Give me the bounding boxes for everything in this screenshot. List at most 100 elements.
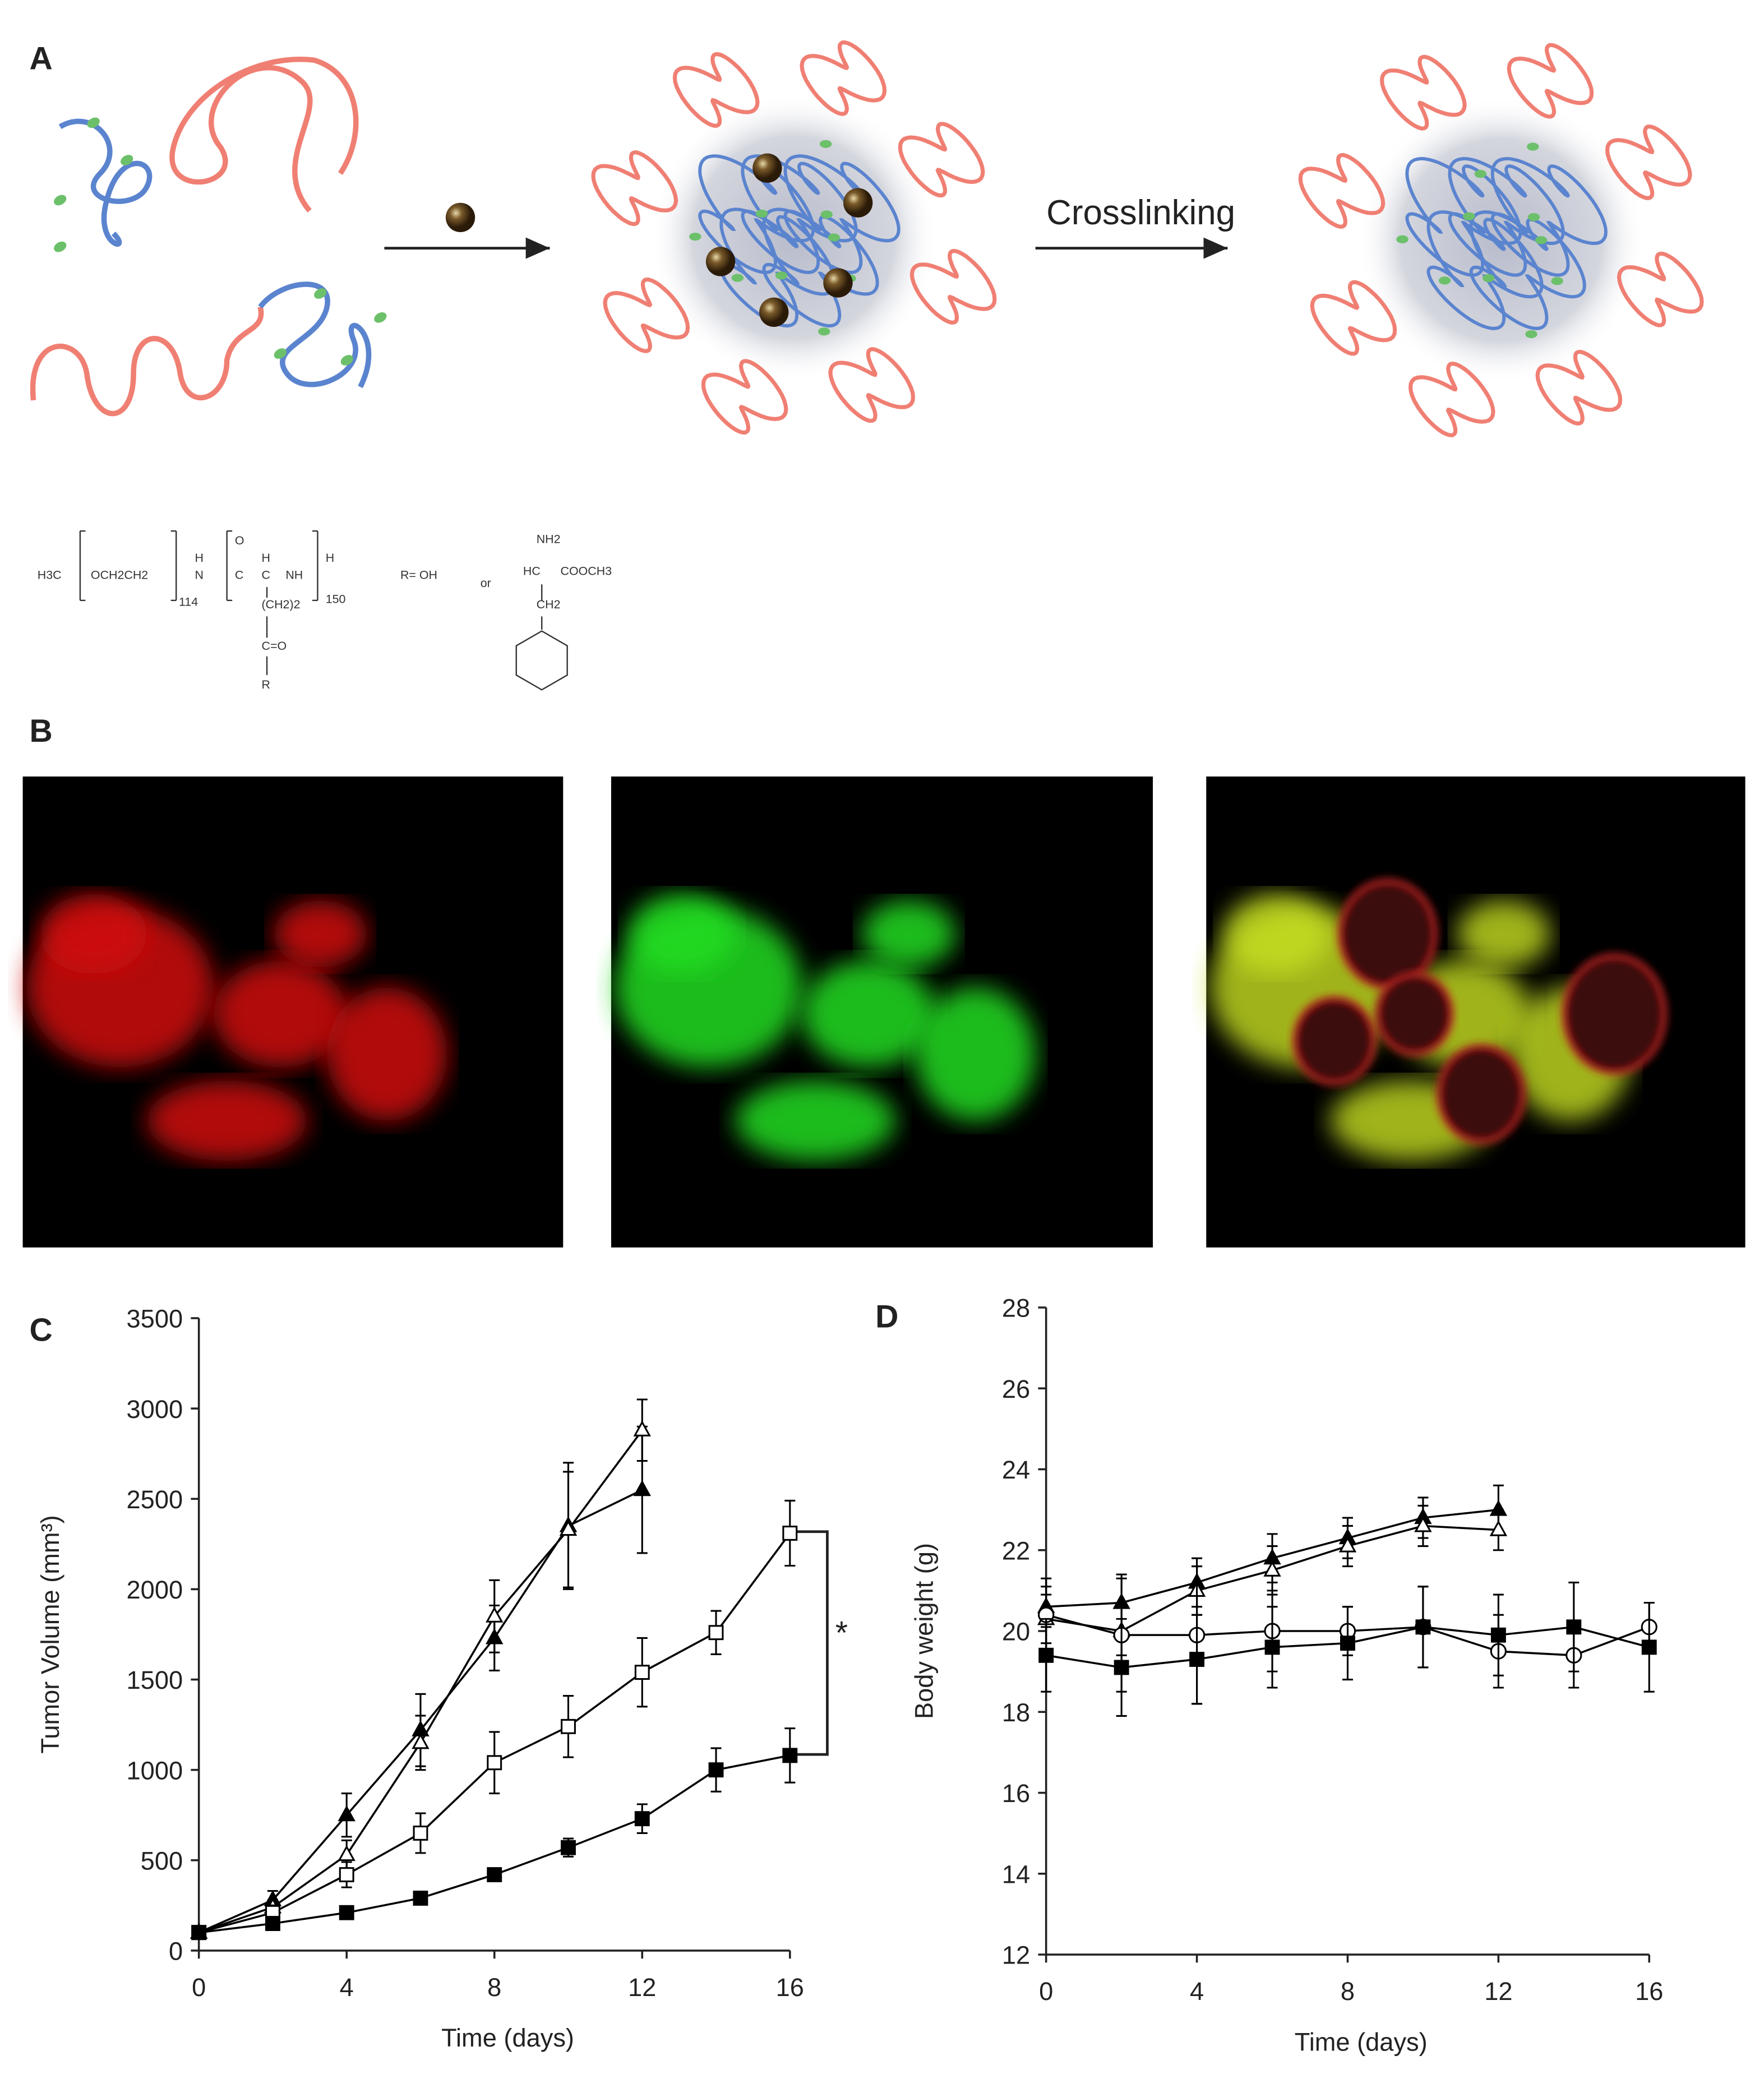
y-tick-label: 500	[141, 1846, 183, 1875]
drug-molecule	[731, 274, 744, 282]
marker	[412, 1733, 430, 1749]
marker	[1566, 1619, 1582, 1635]
y-tick-label: 26	[1002, 1375, 1030, 1403]
merged-signal	[1223, 894, 1331, 974]
marker	[559, 1519, 578, 1536]
panel-a-diagram: Crosslinking	[30, 40, 1704, 437]
polymer-chain	[898, 122, 985, 198]
green-signal	[915, 987, 1036, 1121]
formula-text: N	[195, 569, 204, 582]
bracket	[170, 530, 177, 601]
polymer-chain	[741, 154, 858, 274]
y-axis-label: Tumor Volume (mm³)	[36, 1515, 64, 1753]
nucleus	[1562, 953, 1668, 1075]
x-tick-label: 12	[628, 1973, 656, 2002]
y-tick-label: 22	[1002, 1536, 1030, 1565]
particle	[759, 297, 789, 327]
marker	[1340, 1636, 1355, 1651]
formula-text: CH2	[537, 598, 561, 611]
drug-molecule	[87, 117, 100, 128]
drug-molecule	[374, 312, 387, 323]
marker	[633, 1420, 651, 1436]
formula-text: 114	[179, 595, 198, 608]
formula-text: NH	[285, 569, 303, 582]
green-signal	[862, 900, 955, 968]
marker	[561, 1719, 576, 1734]
marker	[339, 1905, 354, 1920]
drug-molecule	[1551, 277, 1563, 285]
drug-molecule	[1527, 213, 1540, 221]
nucleus	[1292, 996, 1377, 1085]
y-tick-label: 24	[1002, 1456, 1030, 1484]
y-axis-label: Body weight (g)	[909, 1543, 938, 1719]
polymer-chain	[258, 281, 372, 389]
particle	[843, 188, 873, 218]
polymer-chain	[1469, 210, 1586, 330]
red-signal	[273, 900, 367, 968]
drug-molecule	[819, 140, 832, 148]
green-signal	[628, 894, 736, 974]
drug-molecule	[1535, 236, 1548, 244]
polymer-chain	[800, 40, 887, 116]
polymer-chain	[169, 57, 359, 213]
drug-molecule	[828, 233, 841, 242]
x-tick-label: 12	[1484, 1977, 1512, 2006]
marker	[338, 1845, 355, 1861]
drug-molecule	[54, 195, 67, 206]
drug-molecule	[1438, 276, 1451, 285]
micelle-halo	[1357, 96, 1646, 385]
marker	[1114, 1660, 1129, 1675]
formula-text: C=O	[262, 639, 287, 653]
marker	[1490, 1627, 1506, 1643]
bracket	[80, 530, 86, 601]
marker	[1264, 1639, 1280, 1655]
polymer-chain	[783, 154, 901, 274]
marker	[265, 1916, 280, 1932]
polymer-chain	[1448, 156, 1565, 277]
nucleus	[1337, 878, 1438, 990]
polymer-chain	[1605, 124, 1692, 200]
y-tick-label: 18	[1002, 1698, 1030, 1727]
drug-molecule	[775, 271, 788, 280]
x-tick-label: 0	[1039, 1977, 1053, 2006]
significance-bracket	[789, 1530, 829, 1756]
marker	[487, 1755, 502, 1771]
x-tick-label: 0	[192, 1973, 206, 2002]
drug-molecule	[755, 209, 768, 218]
drug-molecule	[820, 210, 833, 219]
panel-b-images	[22, 776, 1745, 1248]
drug-molecule	[1483, 274, 1495, 283]
polymer-chain	[1408, 362, 1495, 437]
drug-molecule	[1396, 235, 1409, 243]
formula-text: COOCH3	[561, 565, 612, 578]
y-tick-label: 2000	[127, 1576, 183, 1604]
particle	[445, 202, 475, 233]
x-tick-label: 8	[1341, 1977, 1355, 2006]
formula-text: R= OH	[400, 569, 437, 582]
x-tick-label: 4	[340, 1973, 354, 2002]
formula-text: H3C	[38, 569, 62, 582]
green-signal	[802, 960, 936, 1068]
drug-molecule	[1463, 212, 1475, 220]
formula-text: or	[481, 576, 491, 590]
y-tick-label: 3000	[127, 1395, 183, 1424]
x-tick-label: 16	[776, 1973, 804, 2002]
marker	[339, 1867, 354, 1883]
formula-text: C	[262, 569, 270, 582]
y-tick-label: 3500	[127, 1305, 183, 1333]
formula-text: HC	[523, 565, 541, 578]
micelle-halo	[649, 93, 938, 382]
marker	[708, 1625, 724, 1641]
marker	[1263, 1560, 1281, 1577]
x-tick-label: 16	[1635, 1977, 1663, 2006]
polymer-chain	[603, 277, 690, 353]
drug-molecule	[1525, 330, 1537, 339]
marker	[1338, 1536, 1357, 1553]
formula-text: R	[262, 678, 270, 691]
polymer-chain	[1310, 280, 1397, 356]
marker	[634, 1665, 650, 1680]
polymer-chain	[58, 118, 153, 247]
panel-label: A	[29, 41, 52, 77]
marker	[782, 1748, 798, 1763]
